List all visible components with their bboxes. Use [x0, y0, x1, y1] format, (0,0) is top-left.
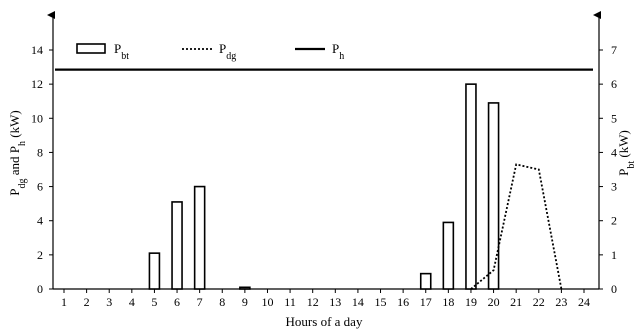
left-tick-label: 2: [37, 248, 43, 262]
line-series: [55, 68, 593, 290]
axis-titles: Hours of a day Pdg and Ph (kW) Pbt (kW): [7, 110, 637, 329]
x-tick-label: 21: [510, 295, 522, 309]
bar-series: [148, 83, 500, 290]
x-tick-label: 17: [420, 295, 432, 309]
x-tick-label: 22: [533, 295, 545, 309]
x-axis-title: Hours of a day: [286, 314, 363, 329]
line-pdg: [470, 163, 563, 290]
x-tick-label: 24: [578, 295, 590, 309]
bar-pbt: [442, 221, 455, 290]
x-tick-label: 13: [329, 295, 341, 309]
right-tick-label: 0: [611, 282, 617, 296]
x-tick-label: 20: [488, 295, 500, 309]
left-tick-label: 14: [31, 43, 43, 57]
left-axis-title: Pdg and Ph (kW): [7, 110, 28, 195]
axes: [47, 11, 603, 293]
left-tick-label: 10: [31, 111, 43, 125]
x-tick-label: 5: [151, 295, 157, 309]
left-tick-label: 0: [37, 282, 43, 296]
left-tick-label: 8: [37, 145, 43, 159]
bar-pbt: [171, 201, 183, 290]
x-tick-label: 3: [106, 295, 112, 309]
x-tick-label: 1: [61, 295, 67, 309]
bar-pbt: [148, 252, 161, 290]
x-tick-label: 11: [284, 295, 296, 309]
x-tick-label: 8: [219, 295, 225, 309]
right-axis-title: Pbt (kW): [616, 130, 637, 176]
left-tick-label: 4: [37, 214, 43, 228]
x-tick-label: 23: [555, 295, 567, 309]
x-tick-label: 10: [261, 295, 273, 309]
legend: Pbt Pdg Ph: [76, 41, 344, 62]
bar-pbt: [487, 102, 500, 290]
x-tick-label: 15: [375, 295, 387, 309]
legend-label-pbt: Pbt: [114, 41, 129, 62]
bar-pbt: [193, 185, 206, 290]
left-tick-label: 12: [31, 77, 43, 91]
legend-swatch-pbt: [76, 43, 106, 54]
right-tick-label: 3: [611, 180, 617, 194]
right-tick-label: 6: [611, 77, 617, 91]
bar-pbt: [239, 286, 251, 290]
x-tick-label: 18: [442, 295, 454, 309]
bar-pbt: [419, 272, 432, 290]
x-tick-label: 9: [242, 295, 248, 309]
x-tick-label: 19: [465, 295, 477, 309]
legend-label-pdg: Pdg: [219, 41, 236, 62]
x-tick-label: 16: [397, 295, 409, 309]
x-tick-label: 2: [84, 295, 90, 309]
x-tick-label: 4: [129, 295, 135, 309]
bar-pbt: [465, 83, 477, 290]
right-tick-label: 7: [611, 43, 617, 57]
legend-label-ph: Ph: [332, 41, 344, 62]
left-tick-label: 6: [37, 180, 43, 194]
right-tick-label: 2: [611, 214, 617, 228]
x-tick-label: 6: [174, 295, 180, 309]
x-tick-label: 7: [197, 295, 203, 309]
right-tick-label: 5: [611, 111, 617, 125]
right-tick-label: 1: [611, 248, 617, 262]
x-tick-label: 14: [352, 295, 364, 309]
x-tick-label: 12: [307, 295, 319, 309]
right-tick-label: 4: [611, 145, 617, 159]
